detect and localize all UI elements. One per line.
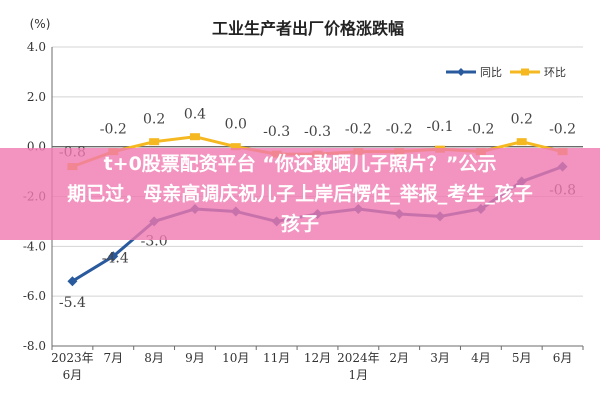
x-tick-label: 12月 [304, 351, 331, 365]
y-tick-label: 4.0 [27, 40, 46, 54]
legend-marker-mom [521, 68, 529, 76]
data-label: -0.2 [386, 122, 413, 138]
overlay-text-line-1: t+0股票配资平台 “你还敢晒儿子照片？”公示 [103, 153, 497, 175]
x-tick-label: 2024年 [337, 351, 380, 365]
data-label: -0.3 [304, 124, 331, 140]
data-point-mom [149, 138, 160, 146]
x-tick-label: 8月 [144, 351, 164, 365]
x-tick-label: 2023年 [51, 351, 94, 365]
data-label: -0.2 [549, 122, 576, 138]
data-label: 0.2 [511, 112, 533, 128]
data-label: -0.2 [100, 122, 127, 138]
y-tick-label: -4.0 [23, 239, 46, 253]
legend-marker-yoy [457, 68, 465, 76]
data-label: -0.2 [345, 122, 372, 138]
x-tick-label: 7月 [103, 351, 123, 365]
y-tick-label: -6.0 [23, 289, 46, 303]
data-label: -4.4 [102, 250, 129, 266]
data-point-mom [516, 138, 527, 146]
legend-label-mom: 环比 [544, 66, 566, 79]
x-tick-label: 5月 [512, 351, 532, 365]
x-tick-label: 9月 [185, 351, 205, 365]
chart-title: 工业生产者出厂价格涨跌幅 [212, 19, 404, 38]
data-point-yoy [67, 276, 78, 287]
data-label: 0.0 [225, 117, 247, 133]
x-tick-label: 2月 [389, 351, 409, 365]
x-tick-label: 4月 [471, 351, 491, 365]
legend: 同比 环比 [446, 66, 566, 79]
overlay-text-line-2: 期已过，母亲高调庆祝儿子上岸后愣住_举报_考生_孩子 [67, 183, 533, 205]
y-tick-label: 2.0 [27, 90, 46, 104]
x-tick-label: 3月 [430, 351, 450, 365]
overlay-text-line-3: 孩子 [280, 213, 319, 235]
data-point-yoy [108, 251, 119, 262]
x-tick-label: 11月 [263, 351, 290, 365]
data-label: 0.4 [184, 107, 206, 123]
data-label: -5.4 [59, 295, 86, 311]
x-tick-label: 1月 [349, 368, 369, 382]
x-tick-label: 6月 [63, 368, 83, 382]
y-axis-unit: (%) [30, 17, 51, 31]
data-point-mom [189, 133, 200, 141]
x-tick-label: 6月 [553, 351, 573, 365]
y-tick-label: -8.0 [23, 339, 46, 353]
data-label: -0.1 [427, 119, 454, 135]
data-point-mom [230, 143, 241, 151]
overlay-banner[interactable]: t+0股票配资平台 “你还敢晒儿子照片？”公示 期已过，母亲高调庆祝儿子上岸后愣… [0, 148, 600, 240]
legend-label-yoy: 同比 [480, 66, 502, 79]
x-tick-label: 10月 [222, 351, 249, 365]
data-label: -0.2 [467, 122, 494, 138]
data-label: -0.3 [263, 124, 290, 140]
data-label: 0.2 [143, 112, 165, 128]
